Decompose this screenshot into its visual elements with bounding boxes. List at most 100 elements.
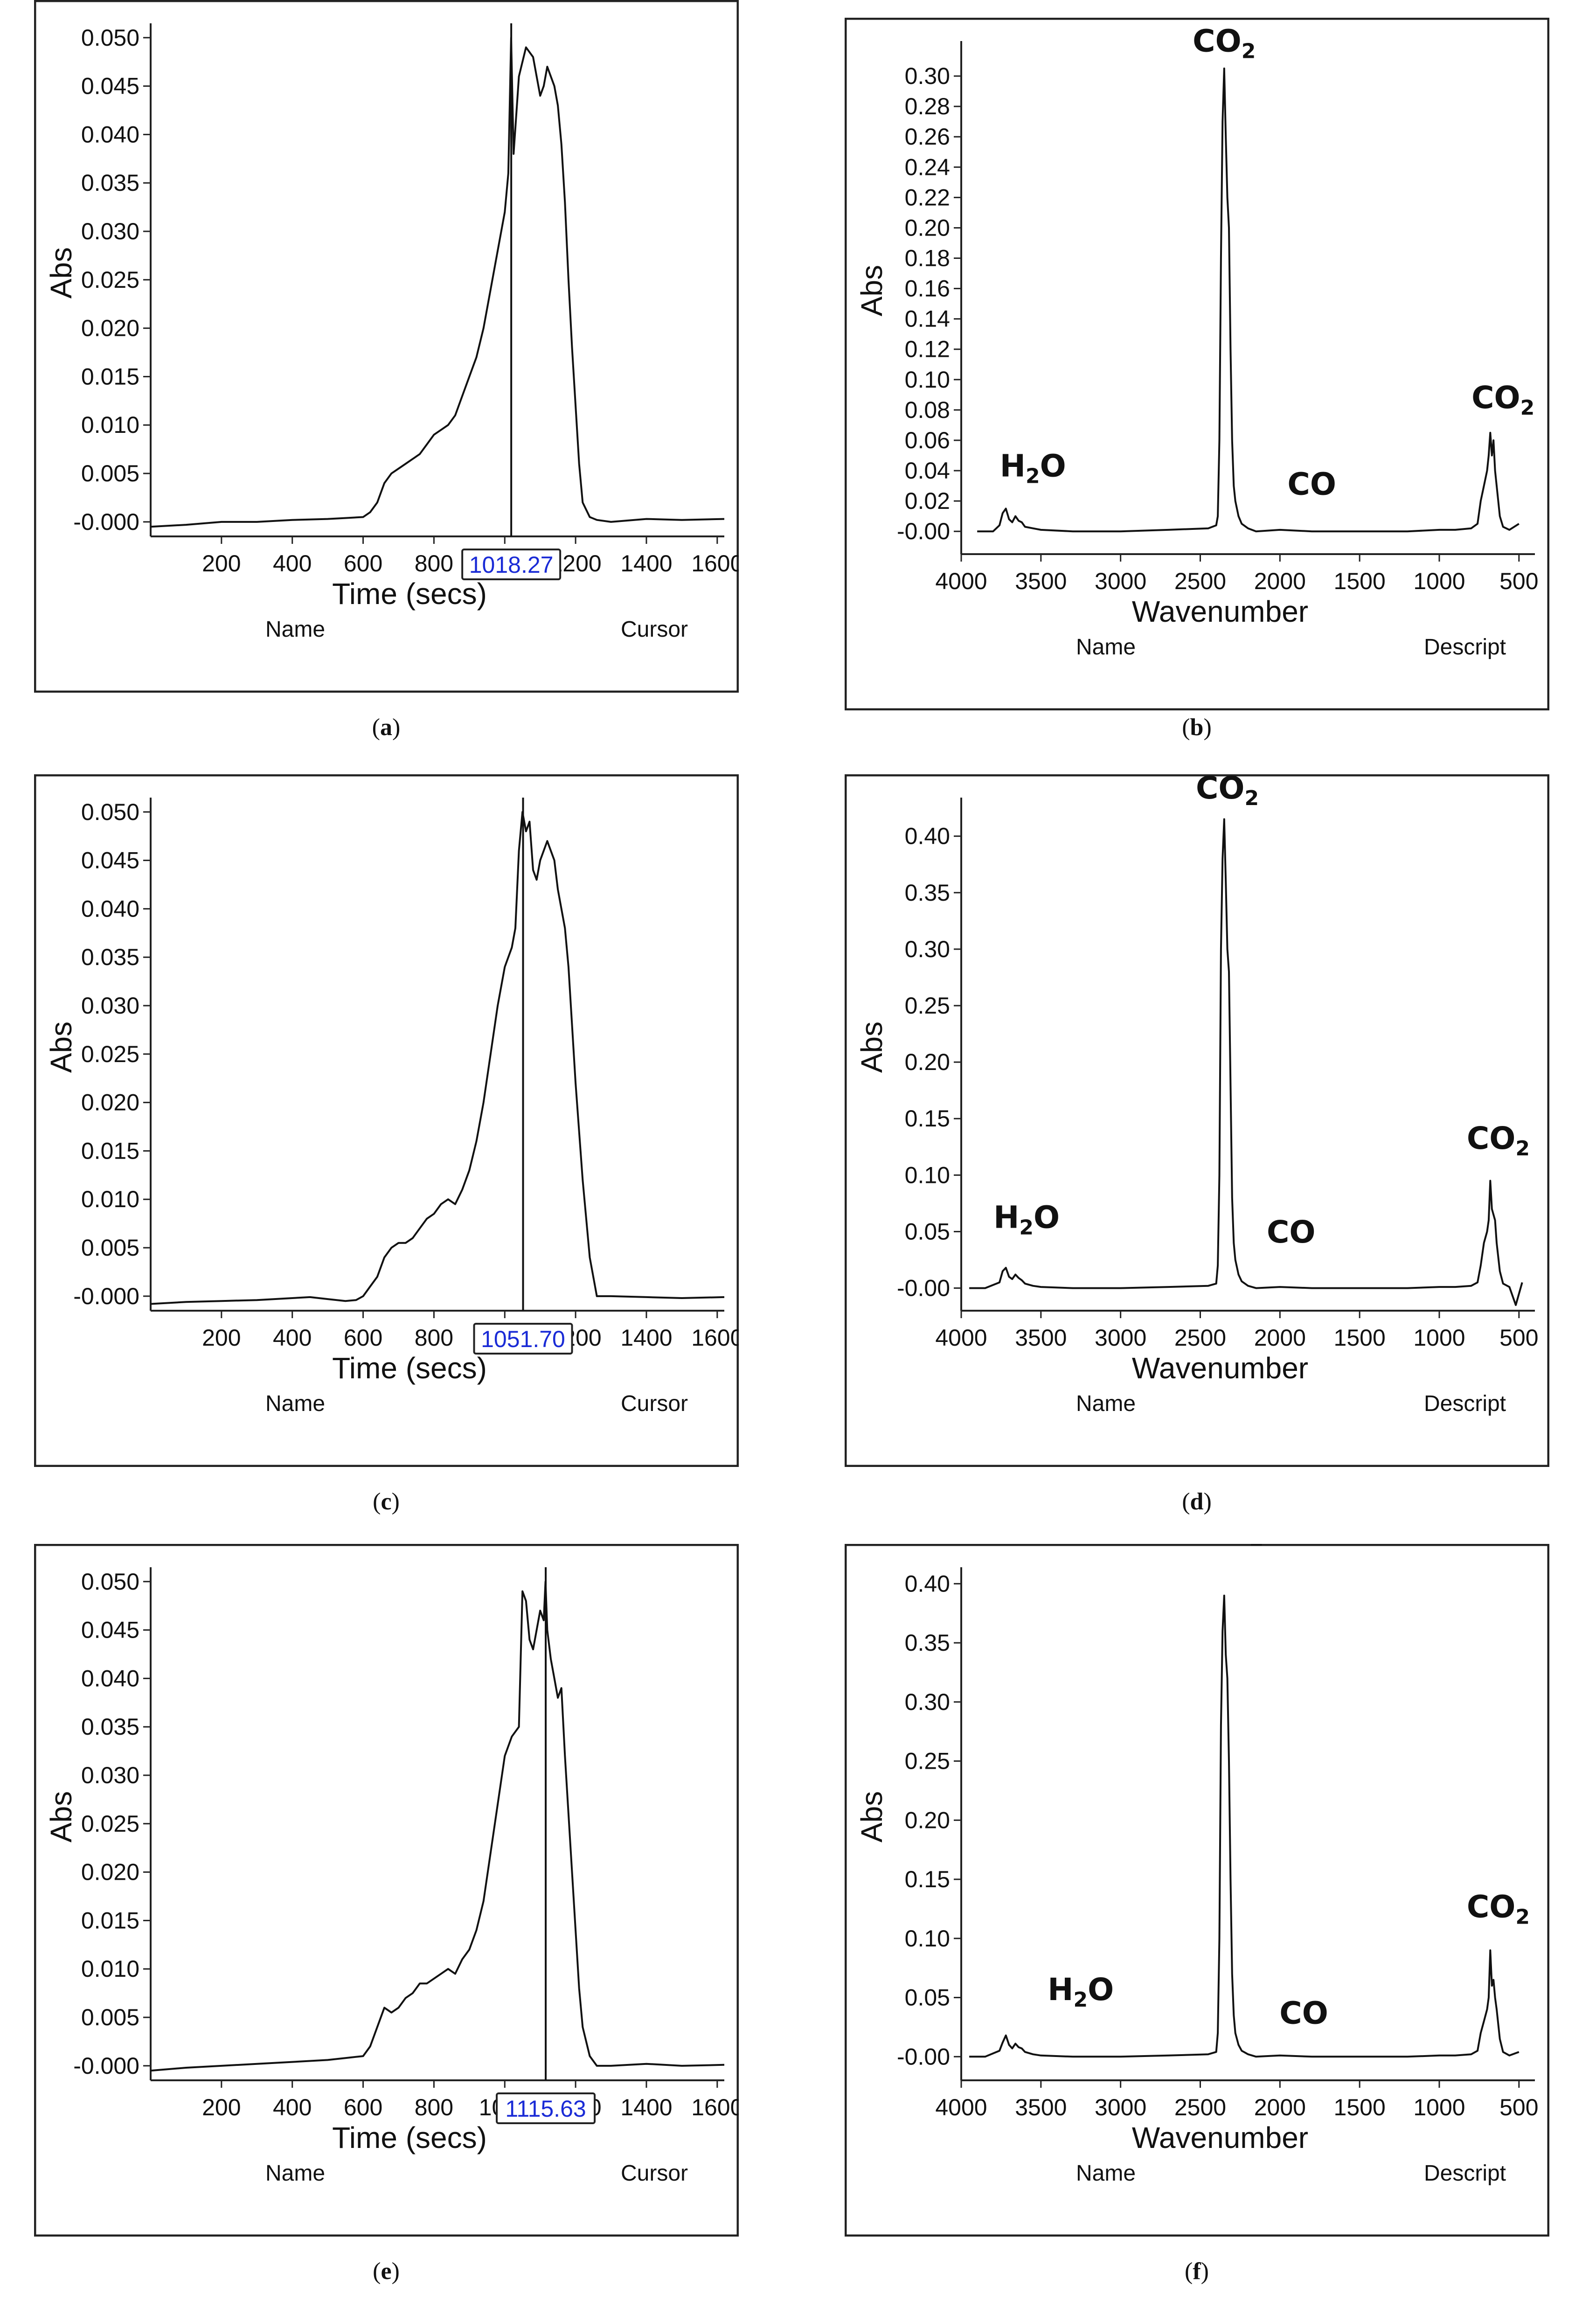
footer-name-label: Name xyxy=(1076,2161,1136,2186)
footer-right-label: Descript xyxy=(1424,635,1506,660)
cursor-readout-box[interactable] xyxy=(473,1323,573,1355)
y-axis-title: Abs xyxy=(855,265,888,316)
y-tick-label: 0.28 xyxy=(905,93,950,119)
sublabel-a: (a) xyxy=(372,714,401,741)
y-axis-title: Abs xyxy=(44,1021,78,1073)
panel-a: -0.000 0.005 0.010 0.015 0.020 0.025 0.030 0.03… xyxy=(34,0,739,693)
panel-frame xyxy=(845,774,1549,1467)
footer-right-label: Descript xyxy=(1424,2161,1506,2186)
x-tick-label: 500 xyxy=(1499,568,1538,594)
sublabel-e: (e) xyxy=(373,2258,400,2285)
footer-name-label: Name xyxy=(265,1391,325,1416)
x-tick-label: 1400 xyxy=(620,550,672,577)
cursor-readout: 1018.27 xyxy=(469,552,554,578)
sublabel-d: (d) xyxy=(1182,1488,1212,1515)
x-tick-label: 3500 xyxy=(1015,2094,1067,2120)
y-tick-label: -0.00 xyxy=(897,2043,950,2070)
y-tick-label: -0.000 xyxy=(73,2053,139,2079)
cursor-readout: 1051.70 xyxy=(481,1326,565,1352)
footer-name-label: Name xyxy=(1076,635,1136,660)
series-line xyxy=(150,811,725,1305)
sublabel-b: (b) xyxy=(1182,714,1212,741)
y-tick-label: 0.030 xyxy=(81,218,139,244)
y-tick-label: 0.035 xyxy=(81,1714,139,1740)
y-tick-label: 0.010 xyxy=(81,1956,139,1982)
y-tick-label: 0.40 xyxy=(905,823,950,849)
peak-annotation: CO2 xyxy=(1200,1544,1263,1550)
series-line xyxy=(150,1580,725,2072)
y-tick-label: 0.12 xyxy=(905,336,950,362)
y-axis-title: Abs xyxy=(855,1021,888,1073)
y-tick-label: 0.08 xyxy=(905,397,950,423)
y-tick-label: 0.020 xyxy=(81,315,139,341)
panel-d: -0.00 0.05 0.10 0.15 0.20 0.25 0.30 0.35 0.40 400… xyxy=(845,774,1549,1467)
y-tick-label: -0.000 xyxy=(73,1283,139,1309)
y-tick-label: 0.18 xyxy=(905,245,950,271)
y-axis-title: Abs xyxy=(44,247,78,299)
x-axis-title: Wavenumber xyxy=(1132,595,1308,628)
y-tick-label: 0.02 xyxy=(905,488,950,514)
peak-annotation: CO2 xyxy=(1467,1889,1530,1929)
x-tick-label: 2000 xyxy=(1254,1325,1306,1351)
x-tick-label: 400 xyxy=(273,1325,312,1351)
sublabel-c: (c) xyxy=(373,1488,400,1515)
peak-annotation: CO2 xyxy=(1471,380,1534,420)
y-tick-label: 0.045 xyxy=(81,1617,139,1643)
panel-f: -0.00 0.05 0.10 0.15 0.20 0.25 0.30 0.35 0.40 400… xyxy=(845,1544,1549,2237)
y-tick-label: 0.26 xyxy=(905,124,950,150)
y-tick-label: 0.040 xyxy=(81,1665,139,1691)
y-tick-label: 0.20 xyxy=(905,215,950,241)
y-tick-label: 0.040 xyxy=(81,896,139,922)
x-axis-title: Time (secs) xyxy=(332,1351,487,1385)
y-tick-label: 0.25 xyxy=(905,1748,950,1774)
series-line xyxy=(969,1594,1520,2058)
chart-f: -0.00 0.05 0.10 0.15 0.20 0.25 0.30 0.35 0.40 400… xyxy=(845,1544,1549,2237)
y-tick-label: 0.015 xyxy=(81,1138,139,1164)
y-tick-label: 0.35 xyxy=(905,880,950,906)
cursor-readout: 1115.63 xyxy=(505,2096,586,2122)
cursor-readout-box[interactable] xyxy=(461,549,562,580)
series-line xyxy=(977,67,1520,533)
x-tick-label: 500 xyxy=(1499,1325,1538,1351)
x-tick-label: 600 xyxy=(344,550,382,577)
y-tick-label: 0.10 xyxy=(905,1162,950,1188)
y-tick-label: 0.25 xyxy=(905,993,950,1019)
y-tick-label: 0.30 xyxy=(905,63,950,89)
peak-annotation: H2O xyxy=(993,1200,1060,1240)
y-axis-title: Abs xyxy=(855,1791,888,1842)
y-tick-label: 0.050 xyxy=(81,1569,139,1595)
footer-right-label: Cursor xyxy=(621,1391,688,1416)
y-tick-label: 0.20 xyxy=(905,1049,950,1075)
y-axis-title: Abs xyxy=(44,1791,78,1842)
chart-b: -0.00 0.02 0.04 0.06 0.08 0.10 0.12 0.14 0.16 0.1… xyxy=(845,18,1549,710)
y-tick-label: 0.050 xyxy=(81,25,139,51)
x-tick-label: 1000 xyxy=(1413,568,1465,594)
y-tick-label: 0.24 xyxy=(905,154,950,180)
y-tick-label: 0.14 xyxy=(905,306,950,332)
footer-name-label: Name xyxy=(1076,1391,1136,1416)
peak-annotation: CO2 xyxy=(1196,774,1259,810)
chart-d: -0.00 0.05 0.10 0.15 0.20 0.25 0.30 0.35 0.40 400… xyxy=(845,774,1549,1467)
x-tick-label: 200 xyxy=(202,550,241,577)
x-tick-label: 1000 xyxy=(1413,2094,1465,2120)
panel-frame xyxy=(845,18,1549,710)
x-tick-label: 1400 xyxy=(620,1325,672,1351)
y-tick-label: -0.000 xyxy=(73,509,139,535)
y-tick-label: 0.06 xyxy=(905,427,950,453)
x-tick-label: 3000 xyxy=(1095,568,1146,594)
y-tick-label: 0.30 xyxy=(905,936,950,962)
x-tick-label: 600 xyxy=(344,1325,382,1351)
x-tick-label: 200 xyxy=(202,1325,241,1351)
y-tick-label: 0.20 xyxy=(905,1807,950,1833)
y-tick-label: 0.35 xyxy=(905,1630,950,1656)
x-tick-label: 1600 xyxy=(691,1325,739,1351)
y-tick-label: 0.30 xyxy=(905,1689,950,1715)
y-tick-label: 0.22 xyxy=(905,184,950,210)
x-tick-label: 2500 xyxy=(1174,1325,1226,1351)
series-line xyxy=(150,36,725,528)
peak-annotation: CO xyxy=(1267,1214,1316,1250)
cursor-readout-box[interactable] xyxy=(496,2092,596,2124)
y-tick-label: -0.00 xyxy=(897,518,950,544)
chart-a: -0.000 0.005 0.010 0.015 0.020 0.025 0.030 0.03… xyxy=(34,0,739,693)
y-tick-label: 0.050 xyxy=(81,799,139,825)
